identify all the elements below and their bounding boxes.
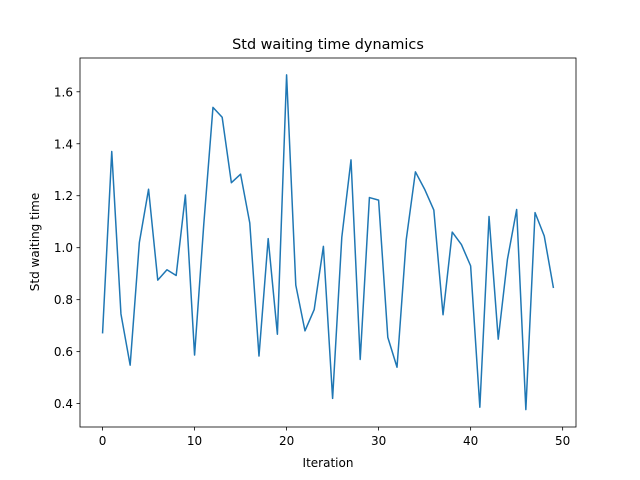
y-tick-label: 0.8 (54, 293, 73, 307)
x-tick-label: 10 (187, 434, 202, 448)
x-tick-label: 30 (371, 434, 386, 448)
x-tick-label: 0 (99, 434, 107, 448)
plot-area (101, 74, 555, 411)
plot-frame (79, 57, 577, 428)
x-tick-label: 50 (555, 434, 570, 448)
y-axis: 0.4 0.6 0.8 1.0 1.2 1.4 1.6 (54, 85, 80, 411)
y-axis-label: Std waiting time (28, 193, 42, 291)
y-tick-label: 1.4 (54, 137, 73, 151)
chart-title: Std waiting time dynamics (232, 37, 424, 53)
x-axis-label: Iteration (303, 456, 354, 470)
x-axis: 0 10 20 30 40 50 (99, 427, 570, 448)
y-tick-label: 1.0 (54, 241, 73, 255)
series-line (101, 74, 555, 411)
y-tick-label: 1.2 (54, 189, 73, 203)
y-tick-label: 0.4 (54, 397, 73, 411)
y-tick-label: 1.6 (54, 85, 73, 99)
y-tick-label: 0.6 (54, 345, 73, 359)
x-tick-label: 20 (279, 434, 294, 448)
x-tick-label: 40 (463, 434, 478, 448)
